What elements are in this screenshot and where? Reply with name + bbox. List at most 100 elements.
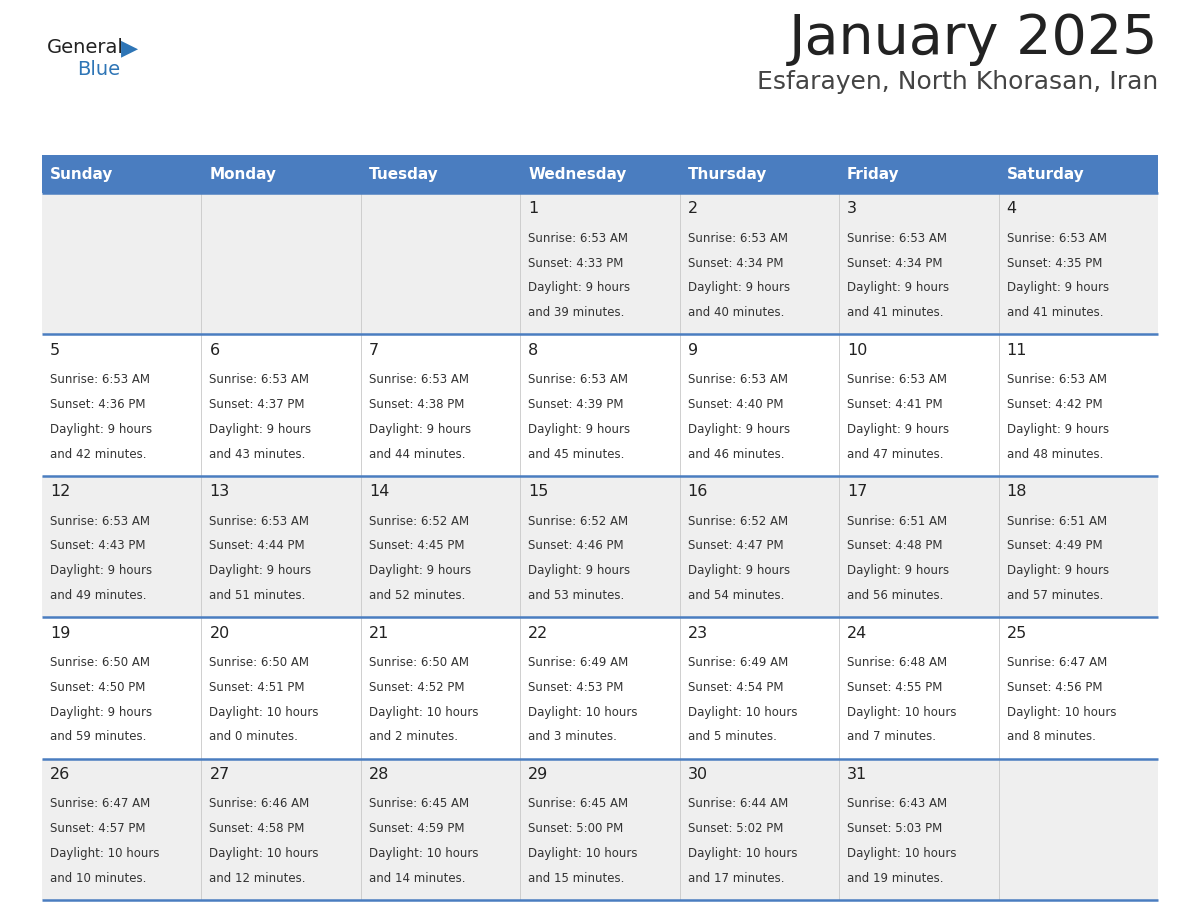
Bar [42, 193, 1158, 334]
Text: 31: 31 [847, 767, 867, 782]
Bar [42, 155, 202, 193]
Text: 25: 25 [1006, 626, 1026, 641]
Text: 14: 14 [368, 485, 390, 499]
Text: Daylight: 9 hours: Daylight: 9 hours [50, 565, 152, 577]
Text: and 48 minutes.: and 48 minutes. [1006, 447, 1102, 461]
Text: 23: 23 [688, 626, 708, 641]
Text: Sunset: 4:56 PM: Sunset: 4:56 PM [1006, 681, 1102, 694]
Text: Sunset: 5:02 PM: Sunset: 5:02 PM [688, 823, 783, 835]
Text: Sunset: 4:54 PM: Sunset: 4:54 PM [688, 681, 783, 694]
Text: Sunrise: 6:53 AM: Sunrise: 6:53 AM [688, 232, 788, 245]
Text: and 3 minutes.: and 3 minutes. [529, 731, 617, 744]
Text: Daylight: 9 hours: Daylight: 9 hours [529, 565, 631, 577]
Text: Sunrise: 6:53 AM: Sunrise: 6:53 AM [1006, 232, 1106, 245]
Text: Sunset: 4:40 PM: Sunset: 4:40 PM [688, 398, 783, 411]
Text: and 10 minutes.: and 10 minutes. [50, 872, 146, 885]
Text: Sunrise: 6:53 AM: Sunrise: 6:53 AM [847, 374, 947, 386]
Text: Daylight: 9 hours: Daylight: 9 hours [50, 706, 152, 719]
Text: General: General [48, 38, 124, 57]
Text: 29: 29 [529, 767, 549, 782]
Text: and 54 minutes.: and 54 minutes. [688, 589, 784, 602]
Text: Daylight: 10 hours: Daylight: 10 hours [847, 847, 956, 860]
Text: Blue: Blue [77, 60, 120, 79]
Text: 3: 3 [847, 201, 857, 217]
Text: Friday: Friday [847, 166, 899, 182]
Text: and 8 minutes.: and 8 minutes. [1006, 731, 1095, 744]
Text: Daylight: 10 hours: Daylight: 10 hours [368, 847, 479, 860]
Text: 22: 22 [529, 626, 549, 641]
Text: Sunrise: 6:46 AM: Sunrise: 6:46 AM [209, 798, 310, 811]
Text: Daylight: 9 hours: Daylight: 9 hours [50, 423, 152, 436]
Text: Sunrise: 6:44 AM: Sunrise: 6:44 AM [688, 798, 788, 811]
Text: and 46 minutes.: and 46 minutes. [688, 447, 784, 461]
Text: 4: 4 [1006, 201, 1017, 217]
Text: 21: 21 [368, 626, 390, 641]
Text: Sunset: 5:00 PM: Sunset: 5:00 PM [529, 823, 624, 835]
Text: Sunrise: 6:53 AM: Sunrise: 6:53 AM [368, 374, 469, 386]
Text: Sunset: 4:47 PM: Sunset: 4:47 PM [688, 540, 783, 553]
Text: Daylight: 9 hours: Daylight: 9 hours [688, 423, 790, 436]
Text: 30: 30 [688, 767, 708, 782]
Text: Daylight: 10 hours: Daylight: 10 hours [209, 847, 318, 860]
Text: and 49 minutes.: and 49 minutes. [50, 589, 146, 602]
Text: and 47 minutes.: and 47 minutes. [847, 447, 943, 461]
Text: Daylight: 9 hours: Daylight: 9 hours [688, 565, 790, 577]
Text: Daylight: 10 hours: Daylight: 10 hours [529, 706, 638, 719]
Bar [680, 155, 839, 193]
Text: Sunrise: 6:53 AM: Sunrise: 6:53 AM [209, 374, 309, 386]
Text: January 2025: January 2025 [789, 12, 1158, 66]
Text: Sunrise: 6:47 AM: Sunrise: 6:47 AM [1006, 656, 1107, 669]
Text: 7: 7 [368, 343, 379, 358]
Text: 18: 18 [1006, 485, 1028, 499]
Text: Sunset: 5:03 PM: Sunset: 5:03 PM [847, 823, 942, 835]
Text: 27: 27 [209, 767, 229, 782]
Text: Sunset: 4:49 PM: Sunset: 4:49 PM [1006, 540, 1102, 553]
Text: Sunrise: 6:53 AM: Sunrise: 6:53 AM [209, 515, 309, 528]
Bar [520, 155, 680, 193]
Text: Sunset: 4:46 PM: Sunset: 4:46 PM [529, 540, 624, 553]
Text: Sunset: 4:59 PM: Sunset: 4:59 PM [368, 823, 465, 835]
Text: Sunrise: 6:53 AM: Sunrise: 6:53 AM [1006, 374, 1106, 386]
Text: 11: 11 [1006, 343, 1028, 358]
Text: Esfarayen, North Khorasan, Iran: Esfarayen, North Khorasan, Iran [757, 70, 1158, 94]
Text: Daylight: 9 hours: Daylight: 9 hours [368, 423, 470, 436]
Text: Daylight: 9 hours: Daylight: 9 hours [1006, 423, 1108, 436]
Text: Sunset: 4:48 PM: Sunset: 4:48 PM [847, 540, 942, 553]
Text: 17: 17 [847, 485, 867, 499]
Text: Sunrise: 6:49 AM: Sunrise: 6:49 AM [529, 656, 628, 669]
Text: Sunset: 4:53 PM: Sunset: 4:53 PM [529, 681, 624, 694]
Text: Sunset: 4:45 PM: Sunset: 4:45 PM [368, 540, 465, 553]
Text: Sunset: 4:33 PM: Sunset: 4:33 PM [529, 257, 624, 270]
Bar [202, 155, 361, 193]
Text: Sunday: Sunday [50, 166, 113, 182]
Text: and 43 minutes.: and 43 minutes. [209, 447, 305, 461]
Text: Sunset: 4:44 PM: Sunset: 4:44 PM [209, 540, 305, 553]
Text: Sunrise: 6:53 AM: Sunrise: 6:53 AM [847, 232, 947, 245]
Text: 13: 13 [209, 485, 229, 499]
Text: 12: 12 [50, 485, 70, 499]
Text: Sunset: 4:35 PM: Sunset: 4:35 PM [1006, 257, 1102, 270]
Text: Sunrise: 6:53 AM: Sunrise: 6:53 AM [50, 374, 150, 386]
Text: Sunset: 4:57 PM: Sunset: 4:57 PM [50, 823, 145, 835]
Text: 8: 8 [529, 343, 538, 358]
Text: Daylight: 10 hours: Daylight: 10 hours [529, 847, 638, 860]
Text: Sunset: 4:39 PM: Sunset: 4:39 PM [529, 398, 624, 411]
Text: Sunrise: 6:53 AM: Sunrise: 6:53 AM [529, 232, 628, 245]
Text: Sunset: 4:58 PM: Sunset: 4:58 PM [209, 823, 305, 835]
Text: Daylight: 10 hours: Daylight: 10 hours [688, 847, 797, 860]
Text: and 41 minutes.: and 41 minutes. [1006, 306, 1102, 319]
Text: 28: 28 [368, 767, 390, 782]
Text: Daylight: 10 hours: Daylight: 10 hours [209, 706, 318, 719]
Text: 2: 2 [688, 201, 697, 217]
Text: Sunset: 4:52 PM: Sunset: 4:52 PM [368, 681, 465, 694]
Text: and 59 minutes.: and 59 minutes. [50, 731, 146, 744]
Text: Sunset: 4:36 PM: Sunset: 4:36 PM [50, 398, 145, 411]
Text: and 45 minutes.: and 45 minutes. [529, 447, 625, 461]
Text: Daylight: 9 hours: Daylight: 9 hours [847, 423, 949, 436]
Text: Sunrise: 6:50 AM: Sunrise: 6:50 AM [209, 656, 309, 669]
Text: and 44 minutes.: and 44 minutes. [368, 447, 466, 461]
Text: and 41 minutes.: and 41 minutes. [847, 306, 943, 319]
Text: and 17 minutes.: and 17 minutes. [688, 872, 784, 885]
Text: Tuesday: Tuesday [368, 166, 438, 182]
Text: and 15 minutes.: and 15 minutes. [529, 872, 625, 885]
